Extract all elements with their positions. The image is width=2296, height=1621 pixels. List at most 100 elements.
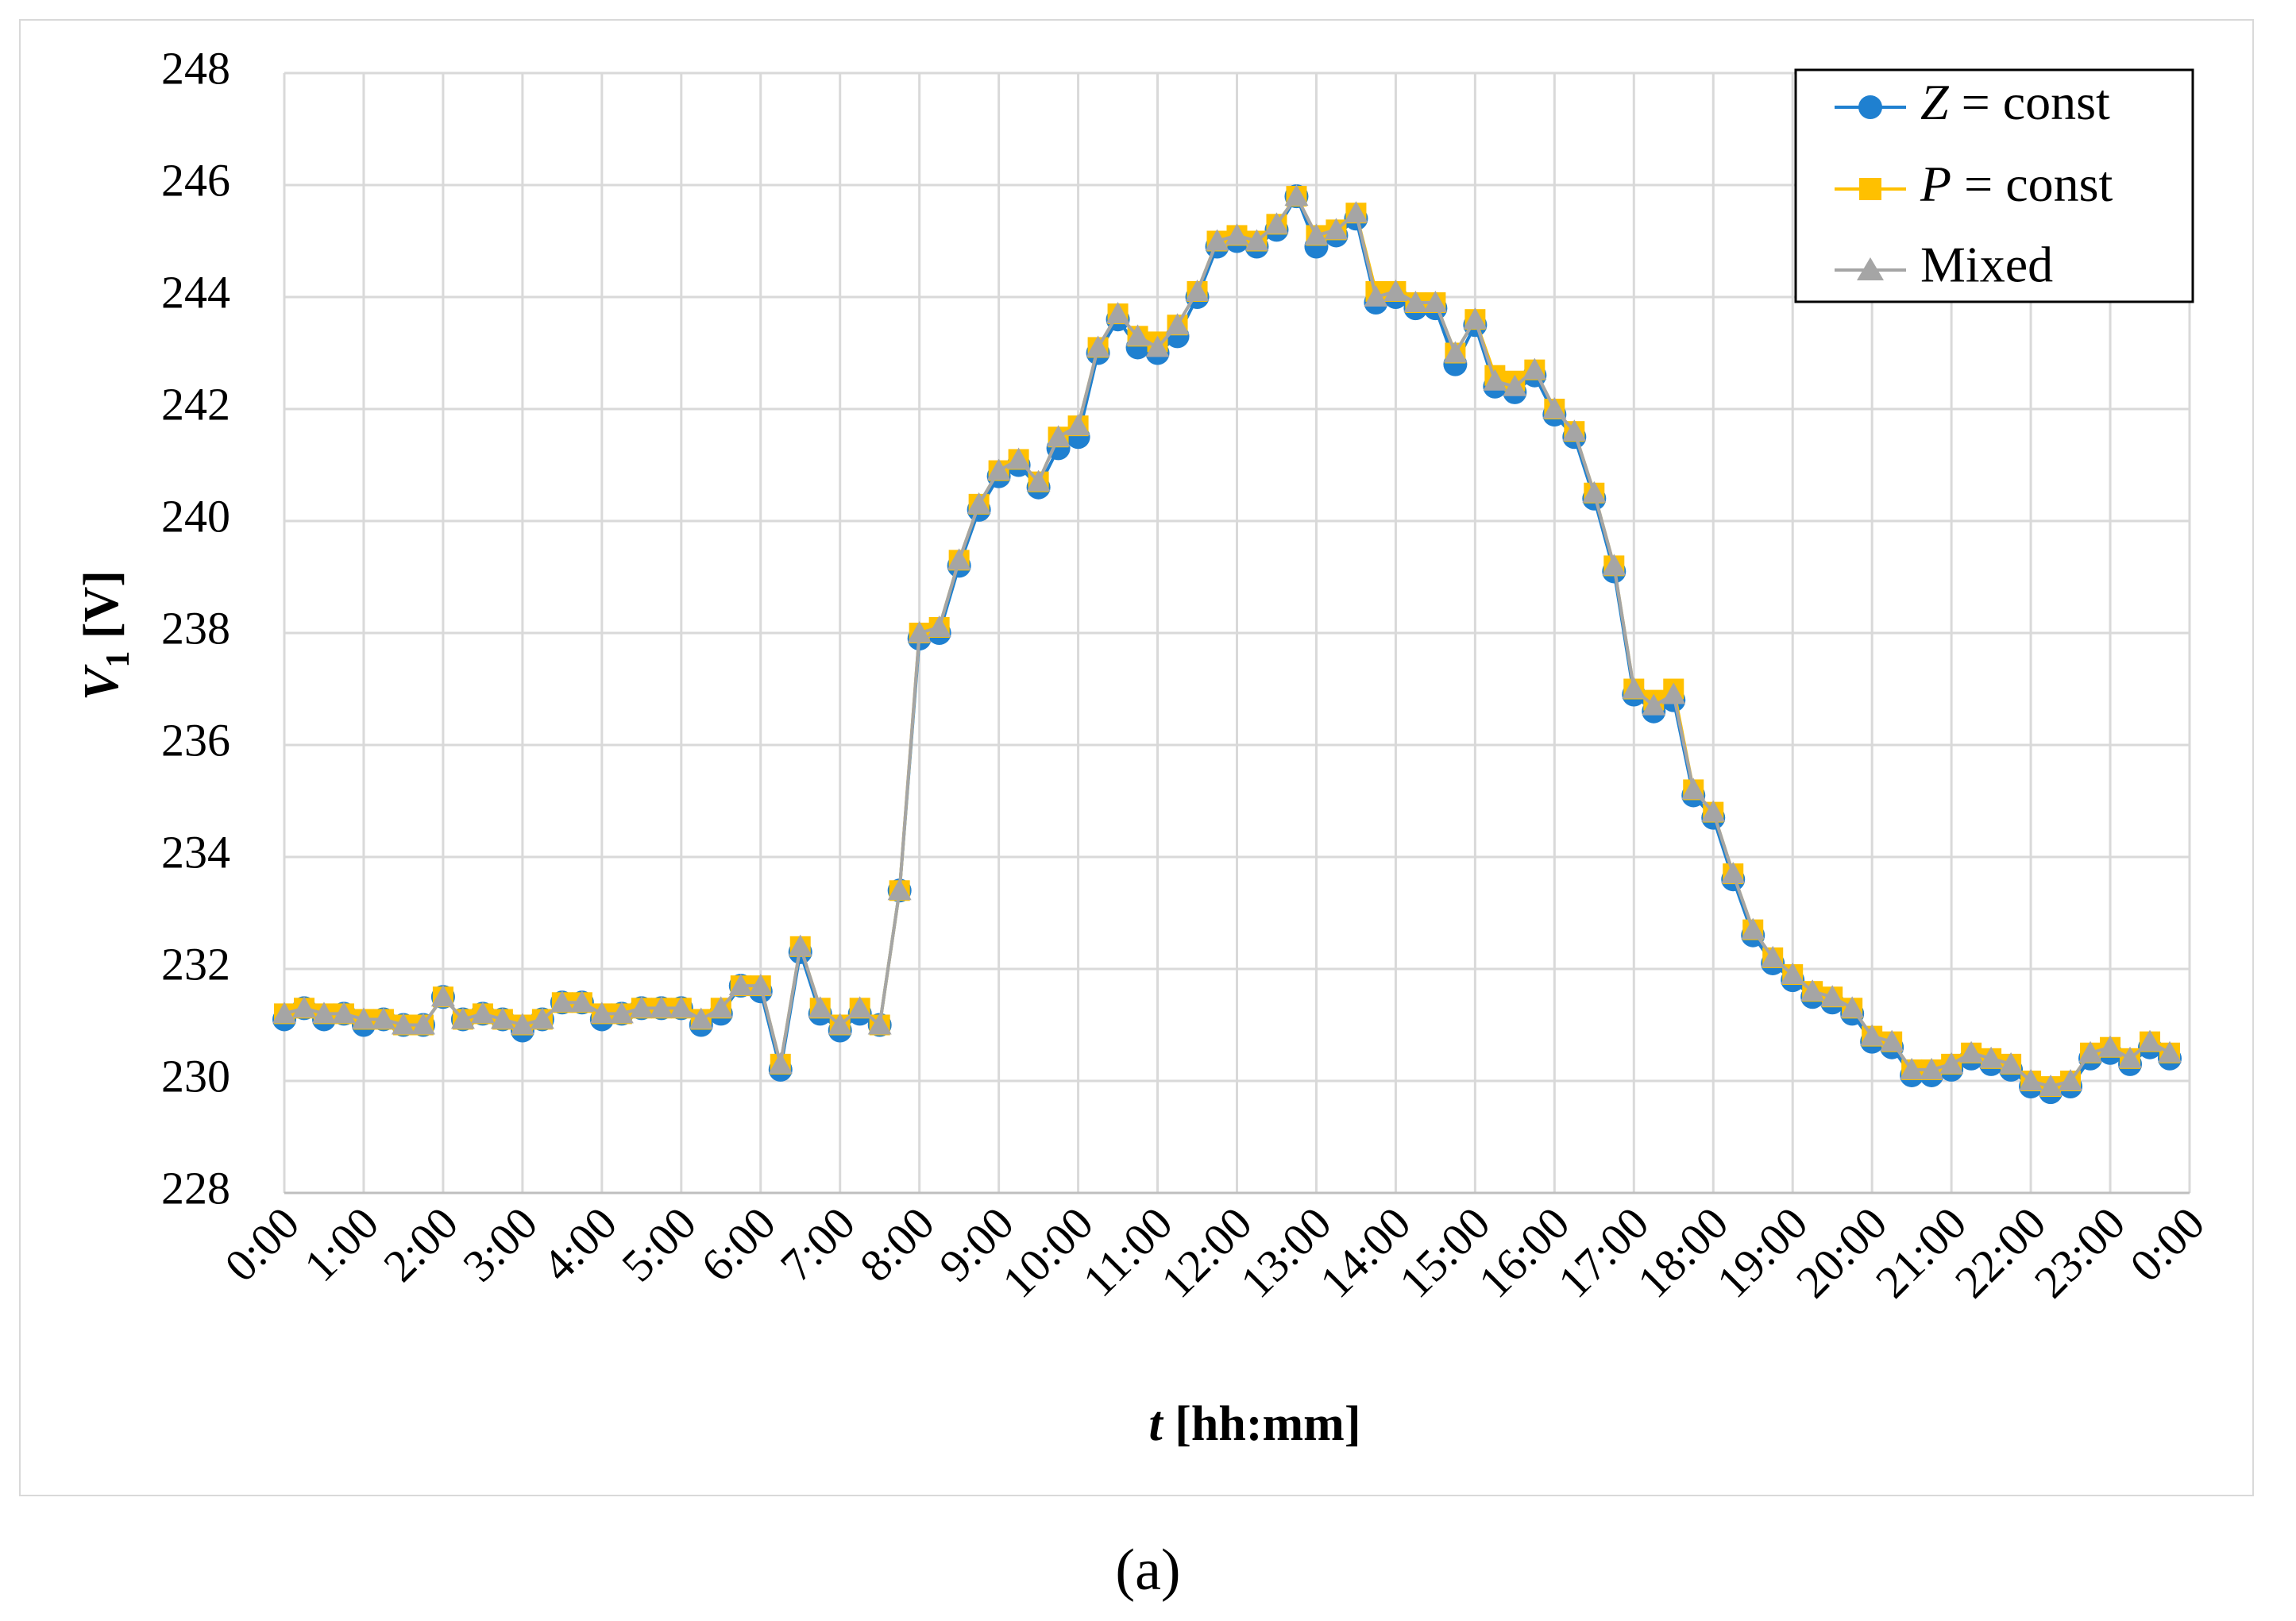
data-point: [788, 934, 812, 956]
x-tick-label: 23:00: [2024, 1197, 2135, 1307]
x-tick-label: 16:00: [1468, 1197, 1579, 1307]
data-point: [1205, 229, 1229, 251]
x-tick-label: 14:00: [1310, 1197, 1420, 1307]
data-point: [808, 996, 832, 1018]
series-2: [272, 184, 2182, 1097]
x-tick-label: 1:00: [294, 1197, 388, 1291]
data-point: [311, 1002, 336, 1024]
data-point: [2118, 1046, 2143, 1068]
x-tick-label: 6:00: [691, 1197, 785, 1291]
data-point: [1244, 229, 1269, 251]
data-point: [1006, 447, 1031, 469]
data-point: [1681, 778, 1706, 800]
data-point: [867, 1013, 892, 1035]
data-point: [1185, 279, 1210, 301]
data-point: [291, 996, 316, 1018]
x-tick-label: 3:00: [453, 1197, 547, 1291]
x-tick-label: 2:00: [373, 1197, 468, 1291]
x-tick-label: 4:00: [532, 1197, 627, 1291]
legend: Z = const P = const Mixed: [1794, 68, 2194, 303]
data-point: [430, 985, 455, 1007]
data-point: [1900, 1057, 1924, 1079]
data-point: [450, 1007, 475, 1029]
x-tick-label: 12:00: [1151, 1197, 1261, 1307]
data-point: [1304, 223, 1329, 245]
data-point: [887, 878, 912, 901]
series-1: [274, 186, 2181, 1098]
legend-item-mixed: Mixed: [1835, 237, 2053, 293]
data-point: [490, 1007, 515, 1029]
y-tick-label: 240: [161, 490, 230, 542]
legend-marker-circle: [1858, 95, 1882, 119]
data-point: [1959, 1040, 1984, 1063]
y-tick-label: 242: [161, 378, 230, 430]
data-point: [1106, 302, 1130, 324]
data-point: [1403, 291, 1428, 313]
data-point: [2019, 1069, 2043, 1090]
data-point: [1463, 307, 1488, 330]
data-point: [1602, 554, 1626, 576]
data-point: [708, 996, 733, 1018]
chart-svg: 228 230 232 234 236 238 240 242 244 246 248 0:00 1:…: [75, 42, 2214, 1451]
data-point: [2039, 1075, 2063, 1097]
data-point: [609, 1002, 634, 1024]
data-point: [1145, 335, 1170, 357]
series-0: [272, 184, 2182, 1105]
data-point: [1800, 979, 1825, 1002]
data-point: [550, 990, 574, 1013]
data-point: [391, 1013, 415, 1035]
data-point: [1423, 291, 1448, 313]
y-tick-label: 234: [161, 826, 230, 878]
x-tick-label: 8:00: [850, 1197, 944, 1291]
data-point: [1364, 285, 1388, 307]
data-point: [1125, 324, 1150, 346]
grid-layer: [283, 71, 2191, 1195]
x-tick-label: 13:00: [1230, 1197, 1341, 1307]
data-point: [1880, 1029, 1904, 1052]
data-point: [1542, 397, 1567, 419]
data-point: [510, 1013, 534, 1035]
y-tick-label: 238: [161, 602, 230, 654]
data-point: [1344, 201, 1368, 223]
x-tick-label: 5:00: [612, 1197, 706, 1291]
data-point: [331, 1002, 356, 1024]
x-tick-label: 18:00: [1627, 1197, 1738, 1307]
y-tick-label: 236: [161, 714, 230, 766]
data-point: [371, 1007, 396, 1029]
y-tick-label: 244: [161, 266, 230, 318]
data-point: [1661, 682, 1686, 704]
data-point: [847, 996, 872, 1018]
series-line: [284, 195, 2171, 1089]
data-point: [272, 1002, 296, 1024]
svg-text:P = const: P = const: [1920, 156, 2113, 212]
data-point: [1086, 335, 1110, 357]
data-point: [1820, 985, 1845, 1007]
x-tick-label: 0:00: [2120, 1197, 2214, 1291]
data-point: [1701, 800, 1726, 822]
legend-marker-triangle: [1857, 257, 1884, 280]
x-axis-title: t [hh:mm]: [1149, 1397, 1361, 1451]
data-point: [927, 615, 951, 637]
x-tick-label: 22:00: [1945, 1197, 2055, 1307]
data-point: [1939, 1052, 1964, 1074]
data-point: [1522, 357, 1547, 380]
data-point: [1860, 1024, 1885, 1046]
x-tick-label: 15:00: [1389, 1197, 1499, 1307]
x-tick-label: 21:00: [1866, 1197, 1976, 1307]
y-tick-label: 228: [161, 1162, 230, 1214]
svg-text:Z = const: Z = const: [1920, 74, 2110, 130]
x-tick-label: 7:00: [770, 1197, 865, 1291]
x-tick-label: 17:00: [1548, 1197, 1658, 1307]
y-tick-label: 246: [161, 154, 230, 206]
y-tick-labels: 228 230 232 234 236 238 240 242 244 246 248: [161, 42, 230, 1214]
data-point: [689, 1007, 713, 1029]
x-tick-label: 20:00: [1786, 1197, 1897, 1307]
legend-item-z-const: Z = const: [1835, 74, 2110, 130]
data-point: [470, 1002, 495, 1024]
data-point: [589, 1002, 614, 1024]
y-tick-label: 248: [161, 42, 230, 94]
data-point: [907, 621, 932, 643]
data-point: [748, 974, 773, 996]
legend-marker-square: [1859, 178, 1881, 200]
data-point: [1066, 414, 1090, 436]
